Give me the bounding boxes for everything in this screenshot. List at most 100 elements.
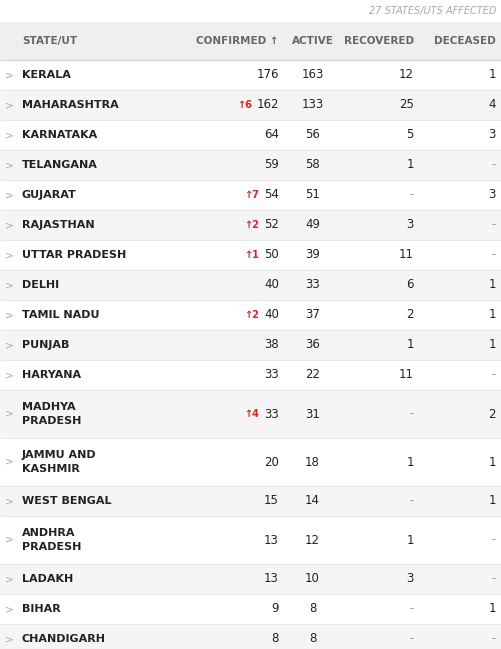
Text: ↑2: ↑2 (243, 220, 259, 230)
Bar (0, 270, 501, 300)
Text: -: - (490, 219, 495, 232)
Bar (0, 516, 501, 564)
Text: 54: 54 (264, 188, 279, 201)
Text: -: - (409, 602, 413, 615)
Text: 39: 39 (305, 249, 319, 262)
Bar (0, 360, 501, 390)
Bar (0, 60, 501, 90)
Text: ↑2: ↑2 (243, 310, 259, 320)
Bar (0, 240, 501, 270)
Text: >: > (5, 280, 14, 290)
Text: 9: 9 (271, 602, 279, 615)
Text: >: > (5, 160, 14, 170)
Bar (0, 390, 501, 438)
Text: TAMIL NADU: TAMIL NADU (22, 310, 99, 320)
Bar (0, 486, 501, 516)
Text: DECEASED: DECEASED (433, 36, 495, 46)
Text: 3: 3 (487, 129, 495, 141)
Bar (0, 438, 501, 486)
Bar (0, 150, 501, 180)
Text: 162: 162 (256, 99, 279, 112)
Text: 52: 52 (264, 219, 279, 232)
Text: CHANDIGARH: CHANDIGARH (22, 634, 106, 644)
Text: 38: 38 (264, 339, 279, 352)
Text: ↑4: ↑4 (243, 409, 259, 419)
Bar (0, 90, 501, 120)
Text: 31: 31 (305, 408, 319, 421)
Text: STATE/UT: STATE/UT (22, 36, 77, 46)
Text: -: - (490, 633, 495, 646)
Text: 12: 12 (398, 69, 413, 82)
Text: LADAKH: LADAKH (22, 574, 73, 584)
Text: TELANGANA: TELANGANA (22, 160, 98, 170)
Bar (0, 624, 501, 649)
Text: 1: 1 (406, 456, 413, 469)
Text: UTTAR PRADESH: UTTAR PRADESH (22, 250, 126, 260)
Text: -: - (490, 572, 495, 585)
Text: ↑7: ↑7 (243, 190, 259, 200)
Text: 176: 176 (256, 69, 279, 82)
Text: 8: 8 (308, 633, 316, 646)
Text: 51: 51 (305, 188, 319, 201)
Text: 133: 133 (301, 99, 323, 112)
Text: 3: 3 (406, 572, 413, 585)
Text: >: > (5, 340, 14, 350)
Text: 1: 1 (487, 308, 495, 321)
Text: -: - (409, 408, 413, 421)
Text: 25: 25 (398, 99, 413, 112)
Text: -: - (409, 633, 413, 646)
Text: 58: 58 (305, 158, 319, 171)
Bar (0, 22, 501, 60)
Text: 1: 1 (406, 339, 413, 352)
Text: 50: 50 (264, 249, 279, 262)
Text: 49: 49 (305, 219, 319, 232)
Text: KERALA: KERALA (22, 70, 71, 80)
Text: 22: 22 (305, 369, 319, 382)
Text: 1: 1 (487, 456, 495, 469)
Text: 3: 3 (406, 219, 413, 232)
Text: 5: 5 (406, 129, 413, 141)
Text: MAHARASHTRA: MAHARASHTRA (22, 100, 119, 110)
Text: ACTIVE: ACTIVE (291, 36, 333, 46)
Text: >: > (5, 130, 14, 140)
Text: ↑6: ↑6 (236, 100, 252, 110)
Bar (0, 180, 501, 210)
Text: >: > (5, 310, 14, 320)
Text: 40: 40 (264, 278, 279, 291)
Text: -: - (490, 533, 495, 546)
Bar (0, 0, 501, 22)
Text: >: > (5, 220, 14, 230)
Text: 33: 33 (264, 369, 279, 382)
Text: 11: 11 (398, 369, 413, 382)
Bar (0, 210, 501, 240)
Bar (0, 120, 501, 150)
Text: >: > (5, 496, 14, 506)
Text: DELHI: DELHI (22, 280, 59, 290)
Text: MADHYA: MADHYA (22, 402, 76, 412)
Text: RAJASTHAN: RAJASTHAN (22, 220, 94, 230)
Text: 20: 20 (264, 456, 279, 469)
Text: WEST BENGAL: WEST BENGAL (22, 496, 111, 506)
Text: 2: 2 (487, 408, 495, 421)
Text: 8: 8 (271, 633, 279, 646)
Text: 1: 1 (487, 495, 495, 508)
Text: >: > (5, 70, 14, 80)
Text: >: > (5, 409, 14, 419)
Text: 163: 163 (301, 69, 323, 82)
Text: 64: 64 (264, 129, 279, 141)
Bar (0, 300, 501, 330)
Text: 1: 1 (487, 69, 495, 82)
Text: 8: 8 (308, 602, 316, 615)
Text: -: - (490, 158, 495, 171)
Text: 4: 4 (487, 99, 495, 112)
Text: >: > (5, 370, 14, 380)
Text: HARYANA: HARYANA (22, 370, 81, 380)
Text: -: - (409, 495, 413, 508)
Text: ↑1: ↑1 (243, 250, 259, 260)
Bar (0, 330, 501, 360)
Bar (0, 564, 501, 594)
Text: >: > (5, 457, 14, 467)
Text: 15: 15 (264, 495, 279, 508)
Text: BIHAR: BIHAR (22, 604, 61, 614)
Bar (0, 594, 501, 624)
